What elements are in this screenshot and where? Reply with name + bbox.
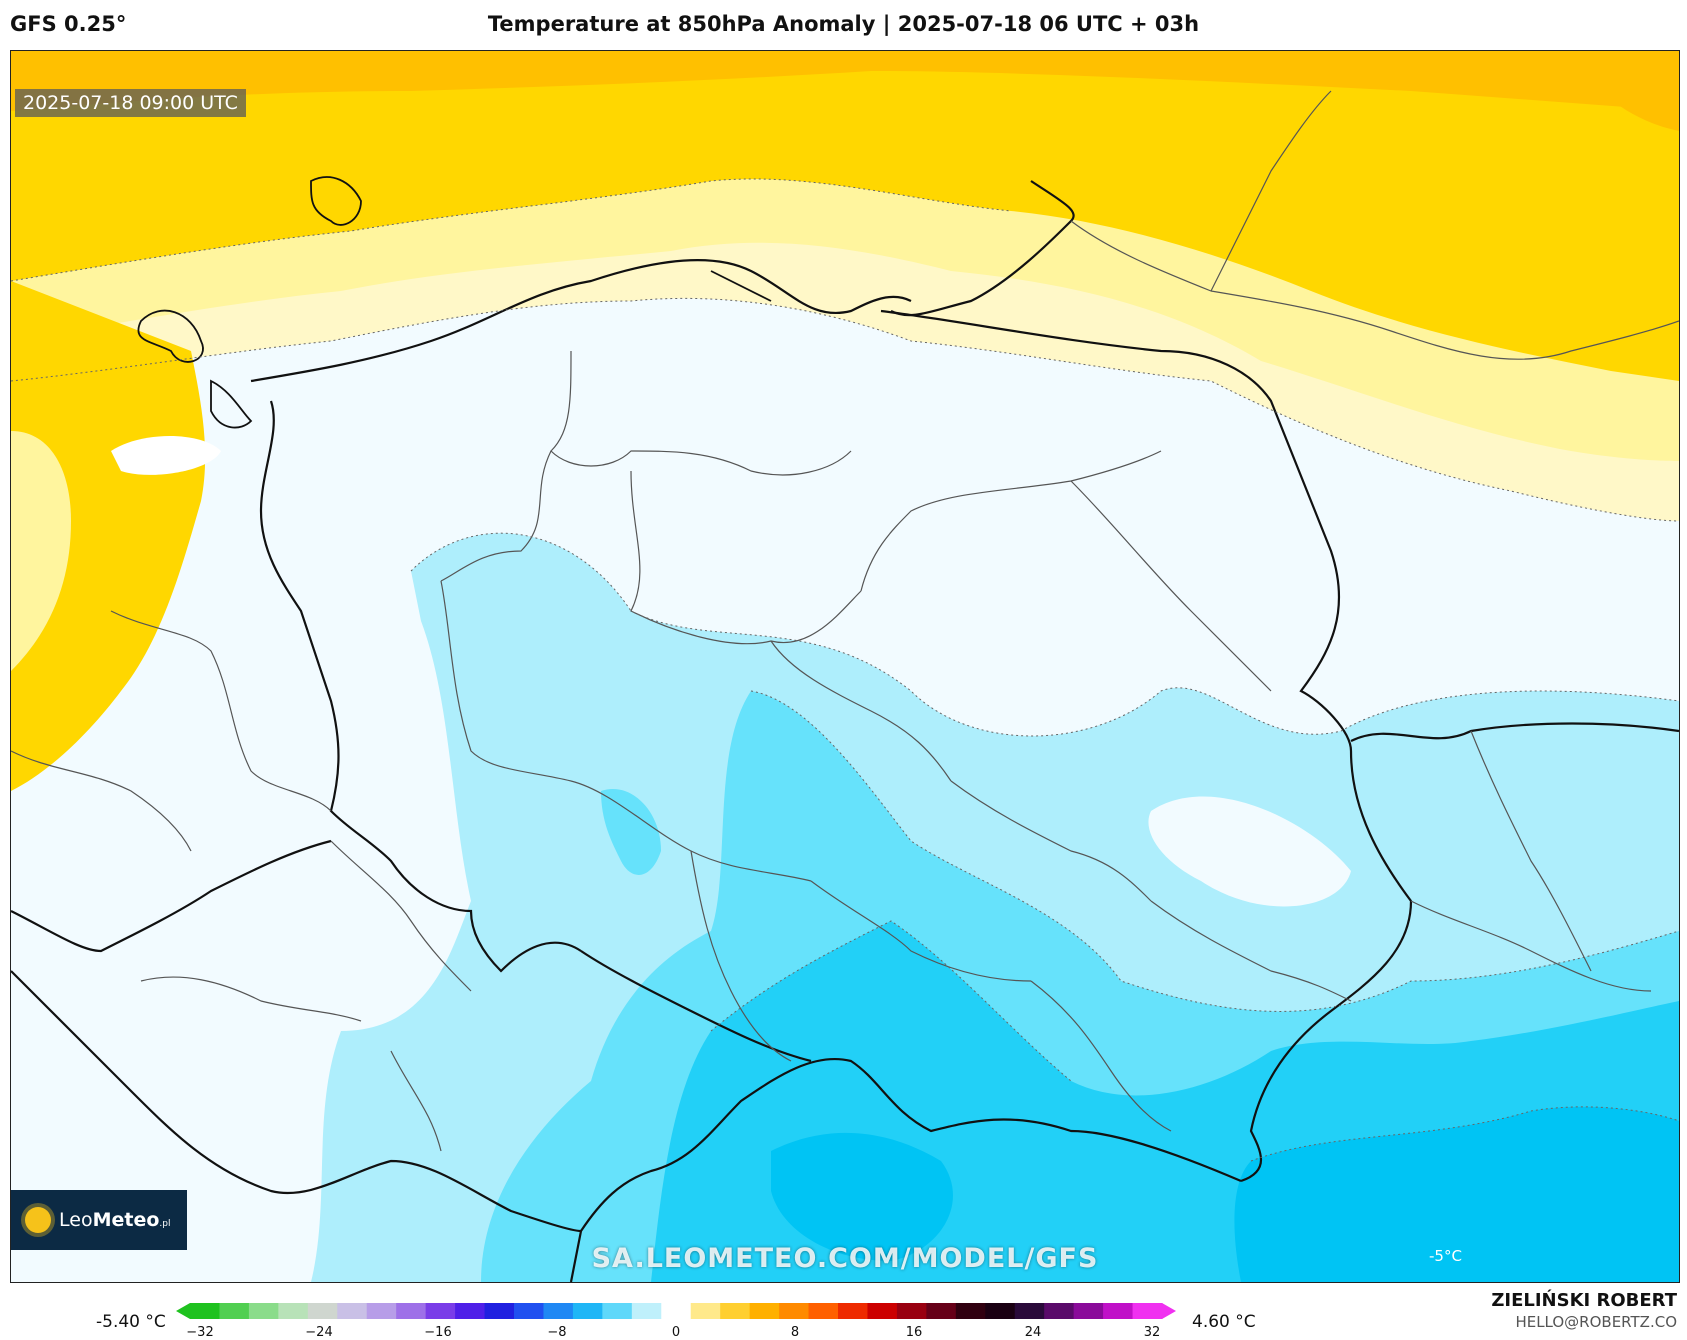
- coastline: [137, 176, 772, 429]
- colorbar-segment: [690, 1303, 721, 1319]
- source-watermark: SA.LEOMETEO.COM/MODEL/GFS: [591, 1243, 1099, 1274]
- colorbar-segment: [808, 1303, 839, 1319]
- colorbar-segment: [307, 1303, 338, 1319]
- colorbar-tick-label: 32: [1143, 1325, 1161, 1340]
- colorbar-arrow-low: [176, 1303, 190, 1319]
- colorbar-segment: [926, 1303, 957, 1319]
- valid-time-badge: 2025-07-18 09:00 UTC: [15, 89, 246, 117]
- colorbar-tick-label: −32: [186, 1325, 214, 1340]
- colorbar-tick-label: −24: [305, 1325, 333, 1340]
- colorbar-segment: [720, 1303, 751, 1319]
- colorbar-segment: [749, 1303, 780, 1319]
- colorbar-segment: [396, 1303, 427, 1319]
- colorbar-max-label: 4.60 °C: [1192, 1312, 1256, 1332]
- colorbar-segment: [631, 1303, 662, 1319]
- colorbar-segment: [1132, 1303, 1163, 1319]
- field-white-west: [111, 436, 221, 475]
- map-panel: 2025-07-18 09:00 UTC LeoMeteo.pl SA.LEOM…: [10, 50, 1680, 1283]
- colorbar-segment: [543, 1303, 574, 1319]
- field-orange: [11, 51, 1679, 111]
- model-name: GFS 0.25°: [10, 12, 127, 36]
- field-orange-corner: [1571, 51, 1679, 131]
- colorbar-segment: [190, 1303, 220, 1319]
- colorbar-tick-label: 24: [1024, 1325, 1042, 1340]
- colorbar-segment: [985, 1303, 1016, 1319]
- colorbar-segment: [572, 1303, 603, 1319]
- colorbar-segment: [1014, 1303, 1045, 1319]
- colorbar-segment: [602, 1303, 633, 1319]
- colorbar-tick-label: 0: [671, 1325, 681, 1340]
- colorbar-segment: [1044, 1303, 1075, 1319]
- colorbar-tick-label: 8: [790, 1325, 800, 1340]
- colorbar-segment: [337, 1303, 368, 1319]
- field-yellow: [11, 51, 1679, 381]
- contour-lines: [11, 178, 1679, 1162]
- colorbar-min-label: -5.40 °C: [96, 1312, 166, 1332]
- field-cyan-small: [601, 789, 661, 875]
- field-deep-blue: [771, 1132, 953, 1261]
- author-name: ZIELIŃSKI ROBERT: [1491, 1290, 1677, 1311]
- colorbar-segment: [661, 1303, 692, 1319]
- colorbar-segment: [278, 1303, 309, 1319]
- colorbar-segment: [219, 1303, 250, 1319]
- colorbar-segment: [1103, 1303, 1134, 1319]
- field-light-yellow-west: [11, 431, 71, 671]
- contour-label: -5°C: [1429, 1247, 1462, 1265]
- logo-text: LeoMeteo.pl: [59, 1209, 171, 1231]
- colorbar-segment: [455, 1303, 486, 1319]
- colorbar-segment: [248, 1303, 279, 1319]
- colorbar: [176, 1303, 1176, 1319]
- anomaly-map: [11, 51, 1679, 1282]
- colorbar-segment: [896, 1303, 927, 1319]
- colorbar-segment: [425, 1303, 456, 1319]
- leometeo-logo: LeoMeteo.pl: [11, 1190, 187, 1250]
- colorbar-segment: [484, 1303, 515, 1319]
- colorbar-segment: [838, 1303, 868, 1319]
- colorbar-tick-label: 16: [905, 1325, 923, 1340]
- colorbar-segment: [366, 1303, 397, 1319]
- colorbar-arrow-high: [1162, 1303, 1176, 1319]
- colorbar-segment: [1073, 1303, 1104, 1319]
- map-title: Temperature at 850hPa Anomaly | 2025-07-…: [487, 12, 1200, 36]
- sun-icon: [25, 1207, 51, 1233]
- field-white-east: [1148, 796, 1351, 907]
- country-borders: [11, 180, 1679, 1282]
- colorbar-segment: [867, 1303, 898, 1319]
- regional-borders: [11, 90, 1679, 1152]
- author-email: HELLO@ROBERTZ.CO: [1515, 1313, 1677, 1331]
- colorbar-segment: [779, 1303, 810, 1319]
- colorbar-segment: [955, 1303, 986, 1319]
- field-yellow-west: [11, 281, 206, 791]
- field-deep-blue-east: [1234, 1106, 1679, 1282]
- colorbar-tick-label: −8: [547, 1325, 567, 1340]
- colorbar-tick-label: −16: [424, 1325, 452, 1340]
- colorbar-segment: [514, 1303, 544, 1319]
